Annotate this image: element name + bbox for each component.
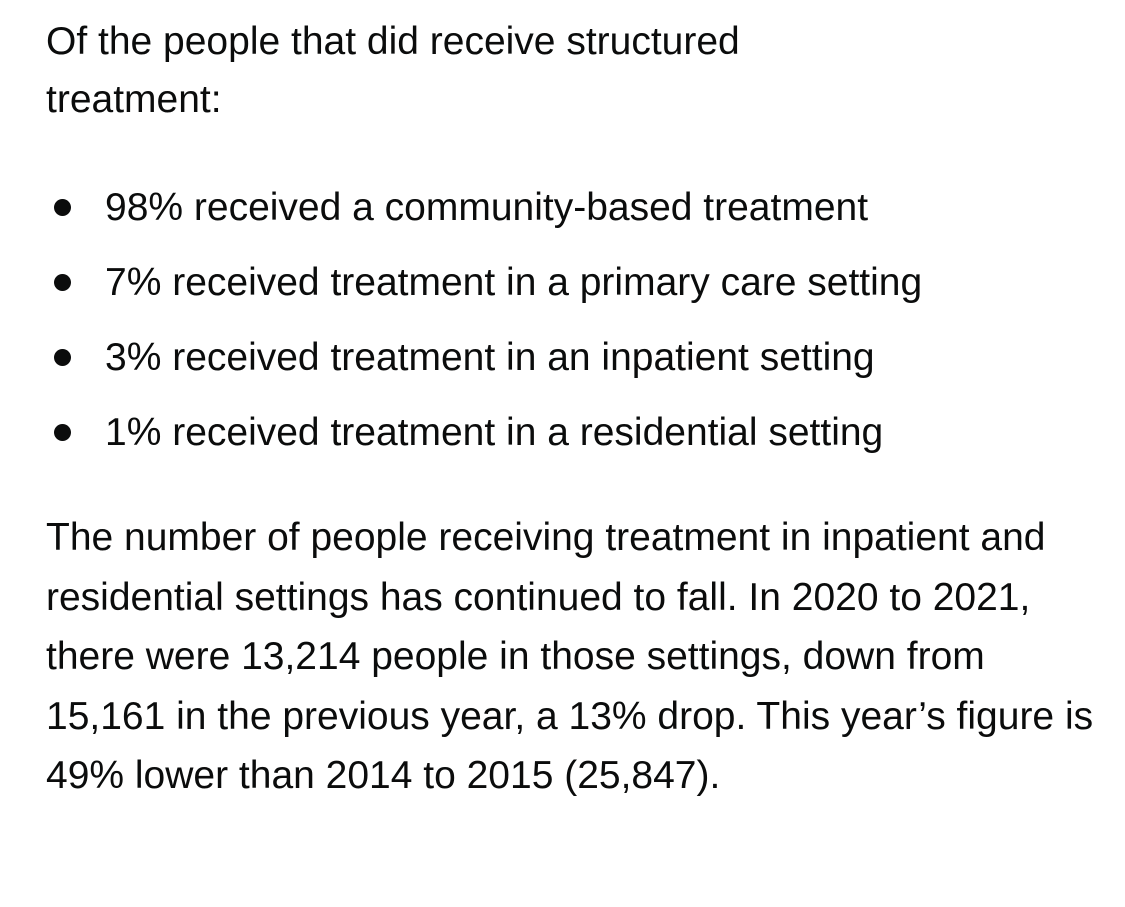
bullet [54, 274, 71, 291]
list-item: 1% received treatment in a residential s… [46, 395, 1106, 470]
list-item-text: 3% received treatment in an inpatient se… [105, 336, 875, 379]
bullet [54, 349, 71, 366]
list-item: 3% received treatment in an inpatient se… [46, 320, 1106, 395]
body-paragraph: The number of people receiving treatment… [46, 516, 1094, 797]
list-item-text: 1% received treatment in a residential s… [105, 411, 884, 454]
intro-text: Of the people that did receive structure… [46, 20, 740, 121]
bullet [54, 199, 71, 216]
list-item: 98% received a community-based treatment [46, 170, 1106, 245]
bullet-list: 98% received a community-based treatment… [46, 170, 1106, 470]
list-item-text: 7% received treatment in a primary care … [105, 261, 923, 304]
list-item: 7% received treatment in a primary care … [46, 245, 1106, 320]
bullet [54, 424, 71, 441]
list-item-text: 98% received a community-based treatment [105, 186, 869, 229]
